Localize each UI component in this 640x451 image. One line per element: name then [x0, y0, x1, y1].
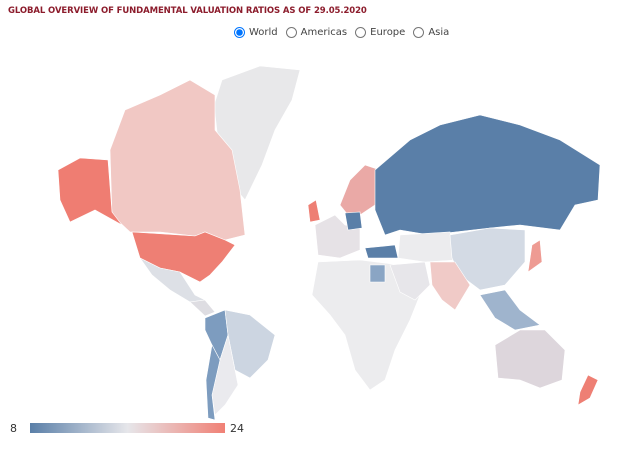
title: GLOBAL OVERVIEW OF FUNDAMENTAL VALUATION…	[8, 6, 367, 16]
southeast-asia	[479, 289, 541, 331]
canada	[109, 79, 246, 241]
radio[interactable]	[355, 27, 367, 38]
alaska	[57, 157, 123, 226]
countries	[57, 65, 601, 421]
option-label: Americas	[300, 27, 348, 38]
australia	[494, 329, 566, 389]
central-asia	[397, 231, 456, 263]
legend-max: 24	[230, 422, 244, 435]
new-zealand	[577, 374, 599, 406]
legend-bar	[30, 423, 225, 433]
option-label: Asia	[428, 27, 450, 38]
legend-min: 8	[10, 422, 17, 435]
region-selector: World Americas Europe Asia	[234, 27, 449, 38]
radio[interactable]	[285, 27, 297, 38]
radio[interactable]	[413, 27, 425, 38]
turkey	[364, 244, 399, 259]
central-america	[189, 299, 216, 317]
india	[429, 261, 471, 311]
option-label: World	[249, 27, 278, 38]
germany	[344, 211, 363, 231]
uk	[307, 199, 321, 223]
usa	[131, 231, 236, 283]
middle-east	[389, 261, 431, 301]
region-option[interactable]: Americas	[285, 27, 348, 38]
scandinavia	[339, 164, 381, 216]
region-option[interactable]: World	[234, 27, 278, 38]
radio[interactable]	[234, 27, 245, 38]
japan	[527, 239, 543, 273]
region-option[interactable]: Europe	[355, 27, 405, 38]
option-label: Europe	[370, 27, 406, 38]
chile	[205, 344, 221, 421]
region-option[interactable]: Asia	[413, 27, 449, 38]
egypt	[369, 264, 386, 283]
russia	[374, 114, 601, 236]
